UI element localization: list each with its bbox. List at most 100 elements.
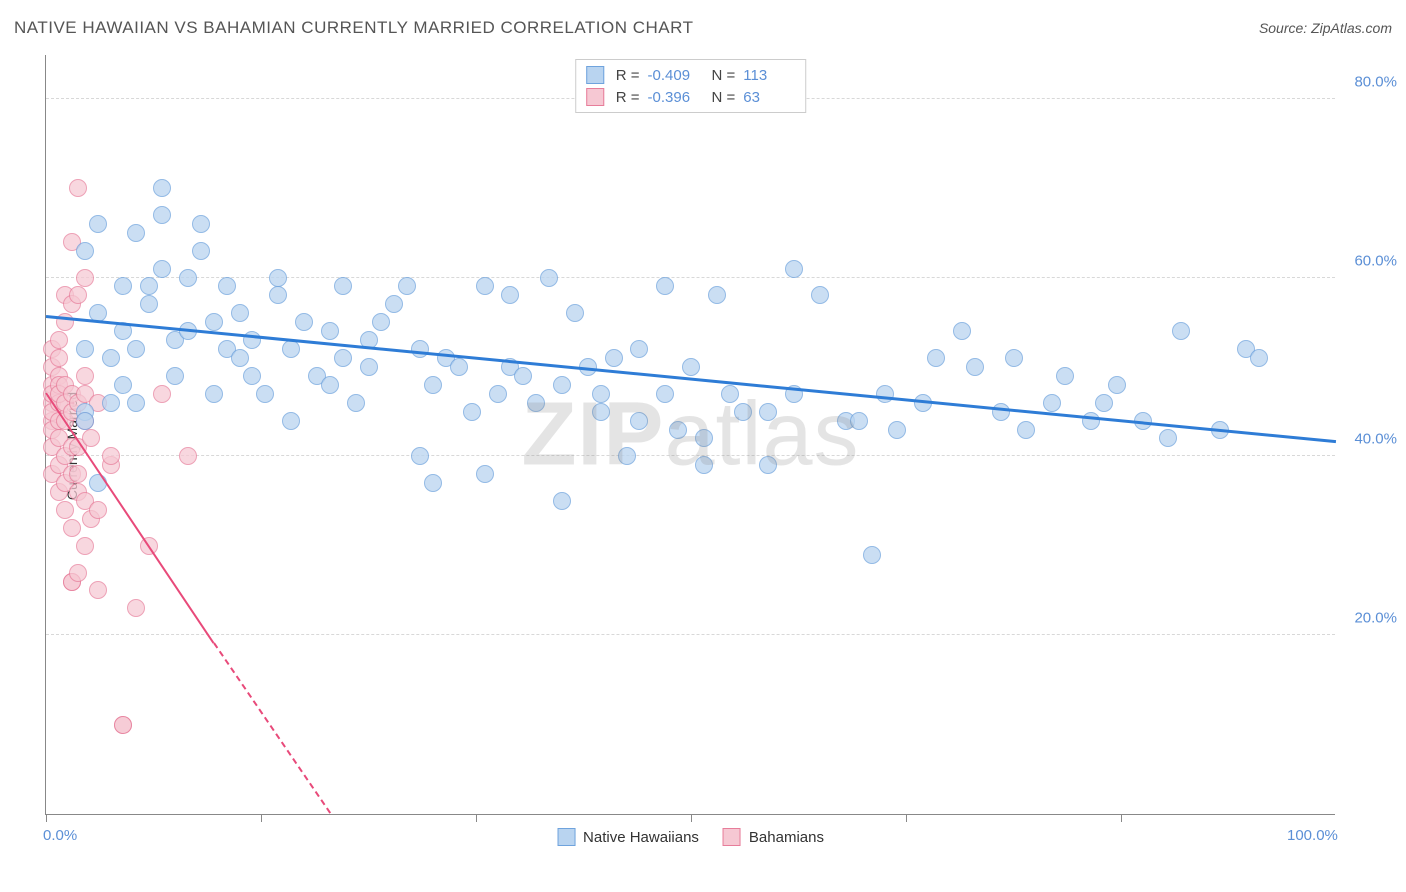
hawaiian-point <box>205 385 223 403</box>
hawaiian-point <box>514 367 532 385</box>
hawaiian-point <box>553 492 571 510</box>
y-tick-label: 80.0% <box>1354 73 1397 90</box>
bahamian-point <box>69 465 87 483</box>
hawaiian-point <box>1159 429 1177 447</box>
y-tick-label: 40.0% <box>1354 431 1397 448</box>
hawaiian-point <box>243 367 261 385</box>
hawaiian-point <box>76 242 94 260</box>
hawaiian-point <box>695 456 713 474</box>
swatch-bahamians-icon <box>586 88 604 106</box>
hawaiian-point <box>721 385 739 403</box>
hawaiian-point <box>231 349 249 367</box>
hawaiian-point <box>127 394 145 412</box>
hawaiian-point <box>527 394 545 412</box>
hawaiian-point <box>231 304 249 322</box>
hawaiian-point <box>102 394 120 412</box>
x-axis-min-label: 0.0% <box>43 827 77 844</box>
hawaiian-point <box>334 277 352 295</box>
hawaiian-point <box>863 546 881 564</box>
bahamian-point <box>127 599 145 617</box>
hawaiian-point <box>89 215 107 233</box>
hawaiian-point <box>153 206 171 224</box>
hawaiian-point <box>347 394 365 412</box>
bahamian-point <box>56 501 74 519</box>
hawaiian-point <box>1250 349 1268 367</box>
hawaiian-point <box>205 313 223 331</box>
gridline <box>46 634 1335 635</box>
hawaiian-point <box>927 349 945 367</box>
hawaiian-point <box>1082 412 1100 430</box>
hawaiian-point <box>411 447 429 465</box>
x-tick <box>261 814 262 822</box>
legend-item-bahamians: Bahamians <box>723 828 824 846</box>
hawaiian-point <box>553 376 571 394</box>
hawaiian-point <box>1056 367 1074 385</box>
hawaiian-point <box>953 322 971 340</box>
hawaiian-point <box>102 349 120 367</box>
hawaiian-point <box>76 340 94 358</box>
bahamian-point <box>63 519 81 537</box>
correlation-legend: R = -0.409 N = 113 R = -0.396 N = 63 <box>575 59 807 113</box>
r-value-bahamians: -0.396 <box>648 89 700 106</box>
hawaiian-point <box>127 224 145 242</box>
n-value-bahamians: 63 <box>743 89 795 106</box>
y-tick-label: 20.0% <box>1354 610 1397 627</box>
x-tick <box>476 814 477 822</box>
hawaiian-point <box>811 286 829 304</box>
y-tick-label: 60.0% <box>1354 252 1397 269</box>
hawaiian-point <box>450 358 468 376</box>
bahamian-point <box>179 447 197 465</box>
hawaiian-point <box>398 277 416 295</box>
hawaiian-point <box>656 277 674 295</box>
hawaiian-point <box>424 474 442 492</box>
hawaiian-point <box>592 385 610 403</box>
hawaiian-point <box>476 465 494 483</box>
chart-header: NATIVE HAWAIIAN VS BAHAMIAN CURRENTLY MA… <box>14 18 1392 38</box>
hawaiian-point <box>1172 322 1190 340</box>
watermark-text: ZIPatlas <box>521 383 859 486</box>
hawaiian-point <box>140 295 158 313</box>
hawaiian-point <box>1017 421 1035 439</box>
bahamian-point <box>76 537 94 555</box>
hawaiian-point <box>759 456 777 474</box>
hawaiian-point <box>992 403 1010 421</box>
x-axis-max-label: 100.0% <box>1287 827 1338 844</box>
source-attribution: Source: ZipAtlas.com <box>1259 20 1392 36</box>
bahamian-point <box>69 286 87 304</box>
bahamian-point <box>82 429 100 447</box>
bahamian-point <box>76 367 94 385</box>
hawaiian-point <box>501 286 519 304</box>
hawaiian-point <box>966 358 984 376</box>
n-value-hawaiians: 113 <box>743 67 795 84</box>
hawaiian-point <box>269 286 287 304</box>
trendline-bahamians-extrapolated <box>213 643 331 814</box>
swatch-hawaiians-icon <box>586 66 604 84</box>
hawaiian-point <box>1043 394 1061 412</box>
legend-row-bahamians: R = -0.396 N = 63 <box>586 86 796 108</box>
hawaiian-point <box>424 376 442 394</box>
bahamian-point <box>102 447 120 465</box>
hawaiian-point <box>734 403 752 421</box>
scatter-plot-area: ZIPatlas R = -0.409 N = 113 R = -0.396 N… <box>45 55 1335 815</box>
hawaiian-point <box>321 322 339 340</box>
hawaiian-point <box>476 277 494 295</box>
trendline-hawaiians <box>46 315 1336 443</box>
bahamian-point <box>50 349 68 367</box>
hawaiian-point <box>695 429 713 447</box>
hawaiian-point <box>372 313 390 331</box>
hawaiian-point <box>282 340 300 358</box>
hawaiian-point <box>850 412 868 430</box>
legend-item-hawaiians: Native Hawaiians <box>557 828 699 846</box>
x-tick <box>1121 814 1122 822</box>
hawaiian-point <box>1095 394 1113 412</box>
hawaiian-point <box>127 340 145 358</box>
hawaiian-point <box>708 286 726 304</box>
hawaiian-point <box>334 349 352 367</box>
hawaiian-point <box>463 403 481 421</box>
hawaiian-point <box>540 269 558 287</box>
hawaiian-point <box>489 385 507 403</box>
hawaiian-point <box>759 403 777 421</box>
legend-row-hawaiians: R = -0.409 N = 113 <box>586 64 796 86</box>
hawaiian-point <box>592 403 610 421</box>
bahamian-point <box>76 269 94 287</box>
